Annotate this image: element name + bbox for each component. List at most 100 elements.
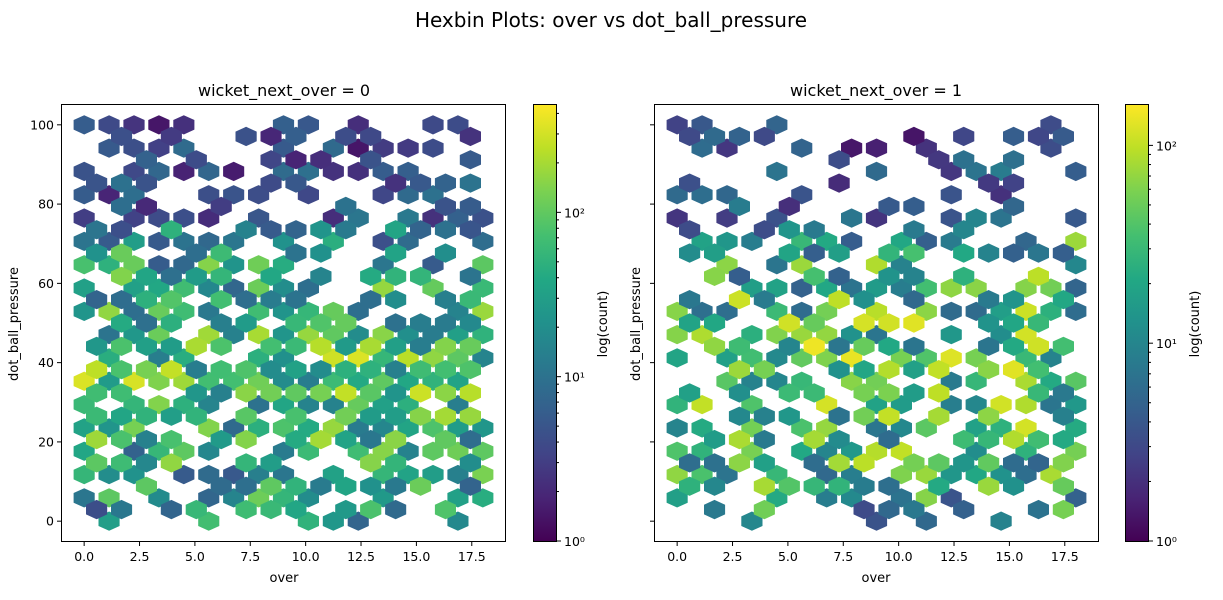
hexbin-cell [865, 325, 888, 345]
hexbin-cell [310, 383, 332, 403]
hexbin-cell [235, 360, 257, 380]
hexbin-cell [272, 161, 295, 182]
hexbin-cell [915, 278, 937, 298]
hexbin-cell [903, 453, 925, 473]
hexbin-cell [285, 220, 307, 240]
hexbin-cell [111, 313, 133, 333]
hexbin-cell [728, 383, 750, 403]
hexbin-cell [965, 395, 987, 415]
hexbin-cell [210, 196, 232, 217]
hexbin-cell [73, 255, 95, 275]
hexbin-cell [928, 360, 950, 380]
hexbin-cell [940, 325, 962, 345]
hexbin-cell [98, 325, 120, 345]
hexbin-cell [422, 208, 444, 228]
hexbin-cell [385, 173, 407, 193]
hexbin-cell [86, 360, 108, 380]
hexbin-cell [940, 161, 962, 182]
hexbin-cell [422, 441, 444, 461]
hexbin-cell [422, 278, 444, 298]
hexbin-cell [98, 511, 120, 531]
hexbin-cell [198, 278, 220, 298]
y-ticks-2 [650, 124, 655, 522]
hexbin-cell [878, 429, 900, 450]
hexbin-cell [360, 429, 382, 450]
hexbin-cell [915, 488, 937, 508]
hexbin-cell [778, 476, 800, 496]
hexbin-cell [148, 395, 170, 415]
hexbin-cell [210, 429, 232, 450]
hexbin-cell [347, 371, 369, 391]
hexbin-cell [198, 371, 220, 391]
hexbin-cell [335, 220, 357, 240]
hexbin-cell [940, 301, 962, 321]
hexbin-cell [347, 115, 369, 135]
hexbin-cell [260, 476, 282, 496]
hexbin-cell [123, 208, 145, 228]
hexbin-cell [1027, 126, 1049, 147]
x-tick-label: 10.0 [885, 549, 913, 564]
hexbin-cell [704, 313, 726, 333]
hexbin-cell [1003, 173, 1025, 193]
hexbin-cell [111, 196, 133, 217]
hexbin-cell [173, 371, 195, 391]
hexbin-cell [1003, 360, 1025, 380]
x-tick-label: 15.0 [995, 549, 1023, 564]
hexbin-cell [704, 476, 726, 496]
hexbin-cell [691, 115, 713, 135]
hexbin-cell [459, 313, 481, 333]
hexbin-cell [965, 161, 987, 182]
hexbin-cell [434, 499, 456, 520]
hexbin-cell [791, 278, 813, 298]
hexbin-cell [73, 464, 95, 485]
hexbin-cell [472, 301, 494, 321]
hexbin-cell [990, 511, 1012, 531]
hexbin-cell [434, 220, 456, 240]
hexbin-cell [853, 360, 875, 380]
hexbin-cells-1 [73, 115, 494, 531]
hexbin-cell [73, 371, 95, 391]
hexbin-cell [223, 488, 245, 508]
hexbin-cell [691, 418, 713, 438]
colorbar-label-2: log(count) [1188, 291, 1203, 358]
hexbin-cell [86, 243, 108, 263]
hexbin-cell [915, 348, 937, 368]
hexbin-cell [385, 313, 407, 333]
hexbin-cell [728, 290, 750, 310]
hexbin-cell [86, 429, 108, 450]
hexbin-cell [447, 208, 469, 228]
hexbin-cell [865, 418, 888, 438]
hexbin-cell [347, 138, 369, 158]
hexbin-cell [990, 395, 1012, 415]
hexbin-cell [841, 488, 863, 508]
hexbin-cell [385, 499, 407, 520]
hexbin-cell [1027, 360, 1049, 380]
hexbin-cell [1065, 418, 1087, 438]
hexbin-cell [766, 464, 788, 485]
hexbin-cell [1027, 499, 1049, 520]
hexbin-cell [272, 301, 295, 321]
hexbin-cell [235, 499, 257, 520]
hexbin-cell [791, 325, 813, 345]
hexbin-cell [928, 383, 950, 403]
hexbin-cell [235, 406, 257, 426]
x-tick-label: 12.5 [940, 549, 968, 564]
hexbin-cell [990, 208, 1012, 228]
hexbin-cell [285, 406, 307, 426]
hexbin-cell [1065, 395, 1087, 415]
hexbin-cell [360, 266, 382, 286]
hexbin-cell [803, 476, 825, 496]
hexbin-cell [728, 126, 750, 147]
hexbin-cell [360, 290, 382, 310]
y-ticks-1: 0 20 40 60 80 100 [30, 117, 62, 529]
hexbin-cell [816, 278, 838, 298]
hexbin-cell [73, 185, 95, 205]
hexbin-cell [410, 336, 432, 356]
hexbin-cell [98, 115, 120, 135]
hexbin-cell [335, 126, 357, 147]
hexbin-cell [741, 371, 763, 391]
hexbin-cell [223, 185, 245, 205]
hexbin-cell [347, 395, 369, 415]
hexbin-cell [459, 476, 481, 496]
hexbin-cell [148, 301, 170, 321]
